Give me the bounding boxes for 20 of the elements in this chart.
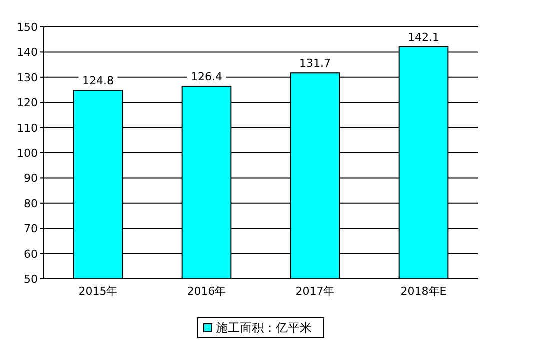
legend-label: 施工面积：亿平米 (216, 321, 312, 335)
data-label: 124.8 (82, 74, 114, 88)
data-label: 142.1 (408, 30, 440, 44)
data-label: 126.4 (191, 70, 222, 84)
y-tick-label: 80 (24, 197, 38, 210)
y-tick-label: 130 (17, 71, 38, 84)
y-tick-label: 50 (24, 273, 38, 286)
y-tick-label: 110 (17, 122, 38, 135)
y-tick-label: 140 (17, 46, 38, 60)
y-tick-label: 60 (24, 248, 38, 261)
y-tick-label: 100 (17, 147, 38, 160)
y-tick-label: 150 (17, 21, 38, 34)
x-tick-label: 2016年 (187, 285, 226, 298)
data-label: 131.7 (300, 57, 331, 70)
y-tick-label: 120 (17, 96, 38, 110)
y-tick-label: 90 (24, 172, 38, 186)
y-tick-label: 70 (24, 222, 38, 236)
x-tick-label: 2017年 (296, 285, 335, 298)
x-tick-label: 2018年E (400, 285, 447, 298)
x-tick-label: 2015年 (78, 285, 118, 298)
